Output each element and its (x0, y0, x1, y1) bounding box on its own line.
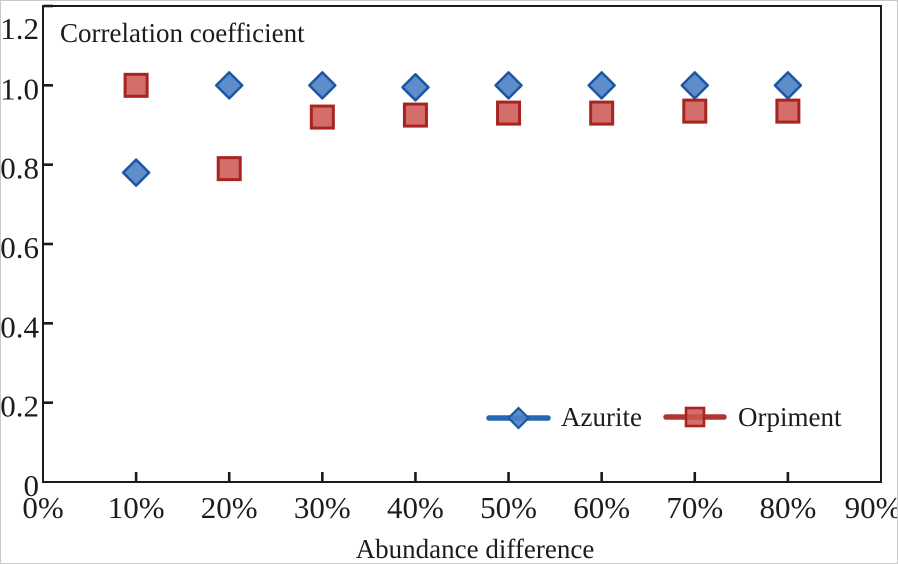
azurite-point (773, 71, 803, 100)
azurite-point (587, 71, 616, 100)
legend-orpiment-marker (684, 406, 706, 428)
azurite-point (214, 71, 244, 100)
y-tick-label: 0 (24, 468, 40, 503)
orpiment-point (123, 72, 149, 98)
orpiment-point (775, 98, 801, 124)
legend-azurite-label: Azurite (561, 402, 642, 432)
y-tick-label: 0.4 (1, 309, 40, 344)
orpiment-point (402, 102, 428, 128)
orpiment-point (496, 100, 522, 126)
y-tick-label: 0.8 (1, 151, 39, 186)
x-tick-label: 30% (294, 490, 351, 525)
x-tick-label: 50% (480, 490, 537, 525)
x-tick-label: 70% (666, 490, 723, 525)
azurite-point (680, 71, 710, 100)
y-tick-label: 1.0 (1, 71, 39, 106)
x-tick-label: 10% (108, 490, 165, 525)
y-tick-label: 0.2 (1, 389, 39, 424)
x-tick-label: 0% (22, 490, 63, 525)
x-tick-label: 40% (387, 490, 444, 525)
orpiment-point (309, 104, 335, 130)
legend-orpiment-label: Orpiment (738, 402, 842, 432)
y-tick-label: 1.2 (1, 11, 39, 46)
x-axis-label: Abundance difference (355, 534, 595, 564)
x-tick-label: 90% (845, 490, 898, 525)
orpiment-point (589, 100, 615, 126)
azurite-point (121, 158, 151, 187)
orpiment-point (216, 156, 242, 182)
y-tick-label: 0.6 (1, 230, 39, 265)
legend-azurite-marker (506, 406, 531, 430)
azurite-point (401, 73, 430, 102)
x-tick-label: 60% (573, 490, 630, 525)
azurite-point (308, 71, 337, 100)
orpiment-point (682, 98, 708, 124)
x-tick-label: 20% (201, 490, 258, 525)
chart-title: Correlation coefficient (60, 18, 305, 48)
azurite-point (494, 71, 523, 100)
x-tick-label: 80% (759, 490, 816, 525)
plot-border (42, 5, 882, 483)
